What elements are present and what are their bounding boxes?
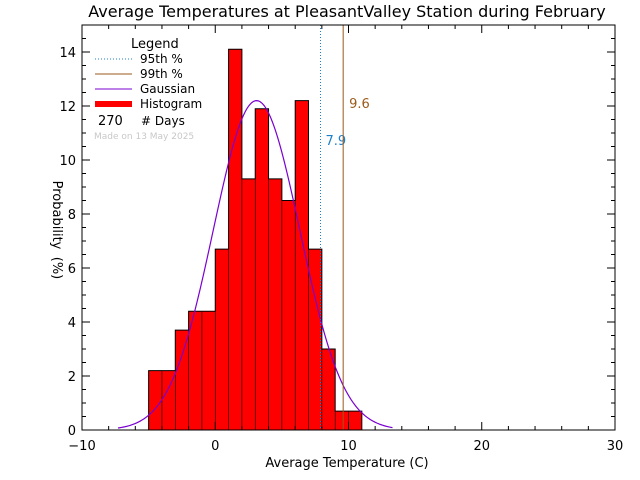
histogram-bar-15 [348, 411, 362, 430]
histogram-bar-1 [161, 370, 176, 430]
chart-title: Average Temperatures at PleasantValley S… [88, 2, 605, 21]
histogram-bar-11 [295, 100, 309, 430]
y-axis-label-top: Probability [49, 181, 64, 250]
legend: Legend 270 # Days Made on 13 May 2025 95… [94, 37, 202, 142]
y-tick-label-1: 2 [68, 370, 76, 385]
x-axis-label: Average Temperature (C) [265, 456, 428, 471]
histogram-bar-0 [148, 370, 162, 430]
legend-label-1: 99th % [140, 67, 183, 81]
histogram-bar-2 [175, 330, 189, 430]
x-tick-label-0: −10 [68, 439, 95, 454]
histogram-bar-5 [215, 249, 229, 430]
legend-count-label: # Days [141, 114, 185, 128]
histogram-bar-4 [201, 311, 216, 430]
histogram-bar-7 [241, 178, 256, 430]
histogram-bar-10 [281, 200, 296, 430]
y-tick-label-4: 8 [68, 208, 76, 223]
legend-label-2: Gaussian [140, 82, 195, 96]
x-tick-label-1: 0 [211, 439, 219, 454]
histogram-bar-9 [268, 178, 282, 430]
percentile-label-1: 9.6 [349, 97, 370, 112]
x-tick-label-2: 10 [340, 439, 357, 454]
x-tick-label-4: 30 [607, 439, 624, 454]
y-tick-label-2: 4 [68, 316, 76, 331]
y-tick-label-3: 6 [68, 262, 76, 277]
legend-title: Legend [131, 37, 179, 52]
histogram-bar-14 [335, 411, 349, 430]
made-on-note: Made on 13 May 2025 [94, 132, 194, 142]
percentile-label-0: 7.9 [326, 134, 347, 149]
histogram-bar-6 [228, 49, 242, 431]
histogram-bar-8 [255, 108, 269, 430]
legend-label-0: 95th % [140, 52, 183, 66]
legend-count: 270 [98, 114, 123, 129]
y-tick-label-7: 14 [59, 46, 76, 61]
histogram-bar-13 [321, 349, 336, 430]
gaussian-curve [117, 100, 393, 429]
histogram-bar-12 [308, 249, 322, 430]
legend-label-3: Histogram [140, 97, 202, 111]
x-tick-label-3: 20 [473, 439, 490, 454]
y-tick-label-5: 10 [59, 154, 76, 169]
histogram-bar-3 [188, 311, 202, 430]
y-tick-label-0: 0 [68, 424, 76, 439]
y-tick-label-6: 12 [59, 100, 76, 115]
y-axis-label-bottom: (%) [49, 257, 64, 280]
